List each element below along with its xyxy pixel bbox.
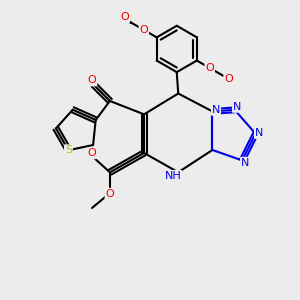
Text: O: O [224, 74, 233, 84]
Text: O: O [88, 76, 96, 85]
Text: O: O [140, 25, 148, 35]
Text: O: O [120, 12, 129, 22]
Text: O: O [87, 148, 96, 158]
Text: N: N [233, 102, 241, 112]
Text: O: O [205, 63, 214, 73]
Text: N: N [212, 105, 220, 115]
Text: NH: NH [164, 171, 181, 181]
Text: N: N [241, 158, 249, 168]
Text: O: O [106, 189, 114, 199]
Text: S: S [65, 145, 72, 155]
Text: N: N [255, 128, 263, 138]
